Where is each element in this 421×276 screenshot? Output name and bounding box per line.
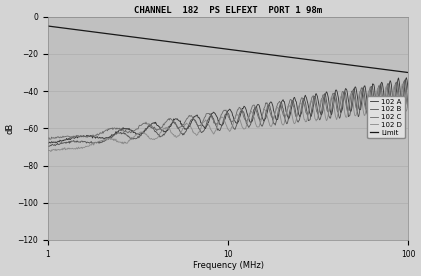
102 B xyxy=(402,78,408,81)
102 A xyxy=(110,134,115,137)
Limit xyxy=(138,36,143,40)
Limit xyxy=(208,46,213,49)
102 A xyxy=(406,89,411,92)
102 C xyxy=(317,107,322,110)
102 C xyxy=(47,138,52,141)
Line: Limit: Limit xyxy=(48,26,408,73)
102 A xyxy=(404,76,409,79)
X-axis label: Frequency (MHz): Frequency (MHz) xyxy=(192,261,264,270)
Limit xyxy=(406,71,411,74)
Line: 102 C: 102 C xyxy=(48,81,408,139)
102 B xyxy=(110,135,115,138)
Y-axis label: dB: dB xyxy=(5,123,15,134)
102 A xyxy=(209,112,214,115)
102 C xyxy=(209,115,214,118)
Line: 102 D: 102 D xyxy=(48,84,408,152)
102 B xyxy=(209,114,214,117)
102 C xyxy=(45,137,51,141)
102 B xyxy=(287,113,292,116)
102 D xyxy=(45,149,51,152)
102 A xyxy=(46,142,51,145)
102 C xyxy=(139,124,144,127)
102 B xyxy=(258,123,264,126)
Limit xyxy=(45,24,51,28)
102 B xyxy=(406,106,411,109)
102 C xyxy=(402,79,407,83)
102 B xyxy=(45,144,51,148)
Line: 102 B: 102 B xyxy=(48,80,408,147)
102 A xyxy=(139,132,144,136)
102 C xyxy=(258,118,264,121)
102 A xyxy=(258,110,264,114)
102 D xyxy=(400,83,405,86)
Title: CHANNEL  182  PS ELFEXT  PORT 1 98m: CHANNEL 182 PS ELFEXT PORT 1 98m xyxy=(134,6,322,15)
102 D xyxy=(139,131,144,134)
102 D xyxy=(287,104,292,107)
102 A xyxy=(287,116,292,120)
102 C xyxy=(406,103,411,107)
102 B xyxy=(46,145,51,148)
Limit xyxy=(317,59,322,63)
102 A xyxy=(45,141,51,145)
102 A xyxy=(317,109,322,112)
102 D xyxy=(258,120,264,123)
102 B xyxy=(139,134,144,137)
102 D xyxy=(406,98,411,101)
Line: 102 A: 102 A xyxy=(48,78,408,143)
102 D xyxy=(110,138,115,141)
102 C xyxy=(110,126,115,129)
Limit xyxy=(258,52,263,55)
102 D xyxy=(209,129,214,132)
Limit xyxy=(109,33,114,36)
102 D xyxy=(317,104,322,107)
Legend: 102 A, 102 B, 102 C, 102 D, Limit: 102 A, 102 B, 102 C, 102 D, Limit xyxy=(367,96,405,139)
102 D xyxy=(48,150,53,153)
102 C xyxy=(287,102,292,105)
102 B xyxy=(317,118,322,121)
Limit xyxy=(286,55,291,59)
